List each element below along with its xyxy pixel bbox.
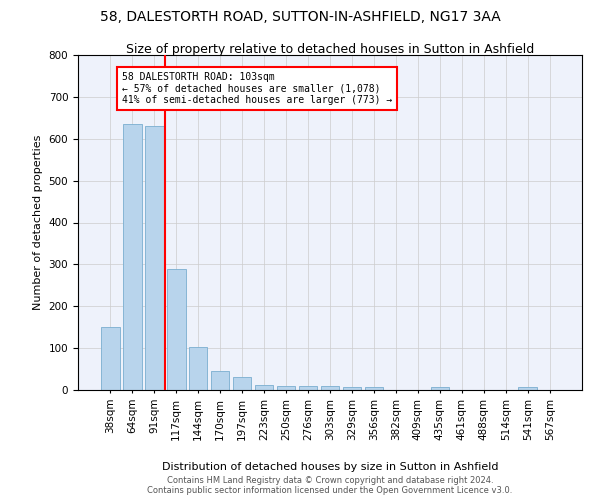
Bar [145, 126, 164, 390]
Text: Size of property relative to detached houses in Sutton in Ashfield: Size of property relative to detached ho… [126, 42, 534, 56]
Text: Contains HM Land Registry data © Crown copyright and database right 2024.
Contai: Contains HM Land Registry data © Crown c… [148, 476, 512, 495]
Text: 58 DALESTORTH ROAD: 103sqm
← 57% of detached houses are smaller (1,078)
41% of s: 58 DALESTORTH ROAD: 103sqm ← 57% of deta… [122, 72, 392, 105]
Bar [167, 268, 185, 390]
Bar [123, 124, 142, 390]
Bar [431, 386, 449, 390]
Bar [255, 385, 274, 390]
Bar [299, 386, 317, 390]
Bar [365, 386, 383, 390]
Bar [233, 378, 251, 390]
Bar [211, 370, 229, 390]
Bar [189, 347, 208, 390]
Text: Distribution of detached houses by size in Sutton in Ashfield: Distribution of detached houses by size … [162, 462, 498, 472]
Y-axis label: Number of detached properties: Number of detached properties [33, 135, 43, 310]
Bar [101, 327, 119, 390]
Text: 58, DALESTORTH ROAD, SUTTON-IN-ASHFIELD, NG17 3AA: 58, DALESTORTH ROAD, SUTTON-IN-ASHFIELD,… [100, 10, 500, 24]
Bar [320, 386, 340, 390]
Bar [518, 386, 537, 390]
Bar [277, 386, 295, 390]
Bar [343, 386, 361, 390]
